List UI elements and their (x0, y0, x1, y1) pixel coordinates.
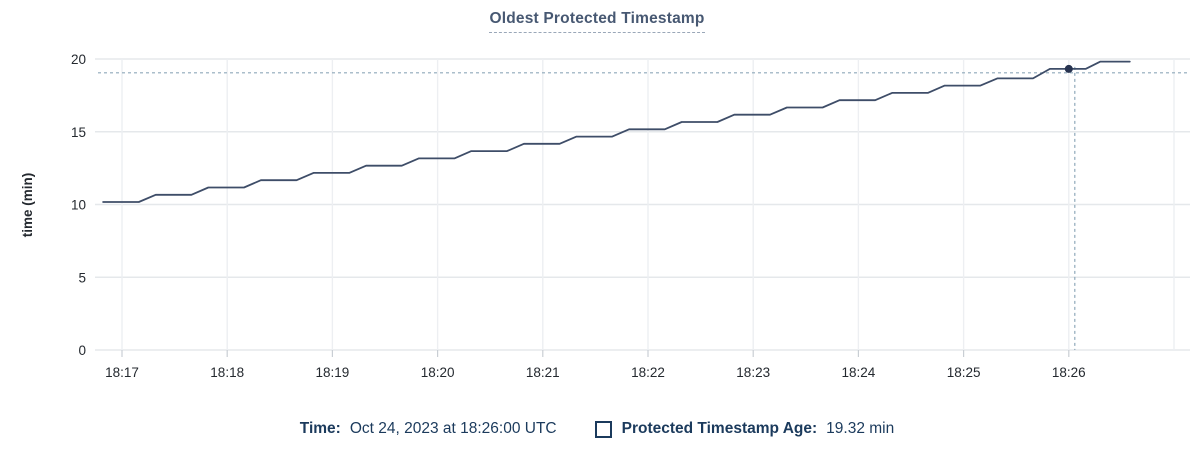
chart-title[interactable]: Oldest Protected Timestamp (489, 10, 705, 33)
x-tick-label: 18:17 (105, 365, 139, 380)
legend-time-value: Oct 24, 2023 at 18:26:00 UTC (349, 420, 557, 437)
legend-series-group: Protected Timestamp Age: 19.32 min (594, 420, 895, 438)
series-line (102, 60, 1131, 203)
legend-time-group: Time: Oct 24, 2023 at 18:26:00 UTC (300, 420, 557, 438)
x-tick-label: 18:24 (842, 365, 876, 380)
chart-canvas[interactable]: 0 5 10 15 20 18:17 18:18 18:19 18:20 18:21 18:22 18… (0, 0, 1194, 400)
series-toggle-checkbox[interactable] (594, 420, 612, 438)
y-tick-label: 15 (71, 125, 86, 140)
y-tick-label: 0 (78, 343, 86, 358)
x-tick-label: 18:20 (421, 365, 455, 380)
legend-time-label: Time: (299, 420, 341, 437)
x-tick-label: 18:25 (947, 365, 981, 380)
x-tick-label: 18:26 (1052, 365, 1086, 380)
chart-header: Oldest Protected Timestamp (0, 10, 1194, 33)
legend-series-label: Protected Timestamp Age: (621, 420, 818, 437)
hover-point-dot (1064, 64, 1073, 73)
x-tick-label: 18:23 (736, 365, 770, 380)
y-tick-label: 20 (71, 52, 86, 67)
y-tick-label: 10 (71, 198, 86, 213)
y-tick-label: 5 (78, 270, 86, 285)
x-tick-label: 18:22 (631, 365, 665, 380)
x-tick-label: 18:21 (526, 365, 560, 380)
chart-hover-legend: Time: Oct 24, 2023 at 18:26:00 UTC Prote… (0, 420, 1194, 438)
y-axis-title: time (min) (20, 173, 35, 238)
legend-series-value: 19.32 min (826, 420, 895, 437)
x-tick-label: 18:18 (210, 365, 244, 380)
x-tick-label: 18:19 (316, 365, 350, 380)
